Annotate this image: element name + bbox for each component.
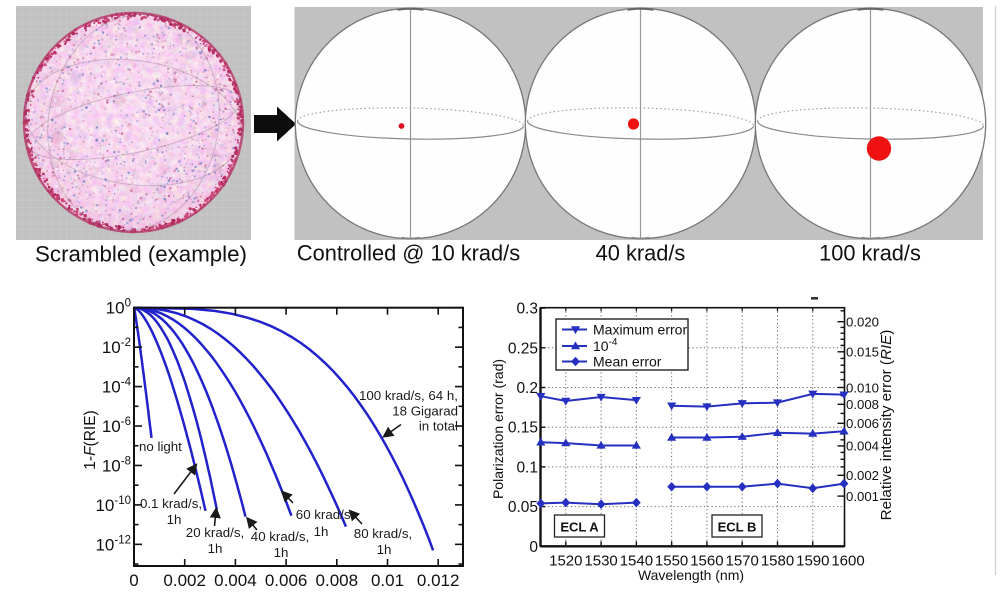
svg-text:100: 100 — [106, 298, 131, 318]
svg-text:0.015: 0.015 — [846, 345, 879, 360]
svg-text:0.002: 0.002 — [163, 571, 206, 590]
svg-text:0.15: 0.15 — [508, 420, 538, 437]
svg-text:0.05: 0.05 — [508, 499, 538, 516]
svg-text:100 krad/s: 100 krad/s — [819, 241, 921, 266]
svg-text:Wavelength (nm): Wavelength (nm) — [638, 567, 744, 583]
svg-text:0.001: 0.001 — [846, 489, 879, 504]
svg-text:Mean error: Mean error — [593, 354, 662, 370]
svg-text:1-F(RIE): 1-F(RIE) — [82, 410, 99, 469]
svg-text:0.01: 0.01 — [371, 571, 404, 590]
svg-text:1590: 1590 — [796, 553, 829, 570]
svg-text:1520: 1520 — [549, 553, 582, 570]
svg-text:0.2: 0.2 — [516, 380, 538, 397]
svg-text:0.008: 0.008 — [316, 571, 359, 590]
svg-text:40 krad/s: 40 krad/s — [596, 241, 686, 266]
svg-text:1600: 1600 — [831, 553, 864, 570]
svg-text:0: 0 — [529, 539, 538, 556]
svg-text:60 krad/s,: 60 krad/s, — [296, 507, 354, 522]
svg-text:ECL A: ECL A — [560, 520, 599, 535]
svg-text:0.020: 0.020 — [846, 315, 879, 330]
svg-text:1h: 1h — [208, 541, 223, 556]
svg-text:Controlled @ 10 krad/s: Controlled @ 10 krad/s — [297, 241, 520, 266]
svg-text:80 krad/s,: 80 krad/s, — [354, 526, 412, 541]
svg-text:0.008: 0.008 — [846, 397, 879, 412]
svg-text:0.010: 0.010 — [846, 380, 879, 395]
svg-text:Polarization error (rad): Polarization error (rad) — [490, 359, 506, 499]
svg-text:in total: in total — [419, 419, 458, 434]
svg-text:1530: 1530 — [584, 553, 617, 570]
svg-text:Scrambled (example): Scrambled (example) — [35, 242, 247, 267]
svg-text:1540: 1540 — [620, 553, 653, 570]
svg-text:0.006: 0.006 — [265, 571, 308, 590]
svg-text:10-12: 10-12 — [95, 534, 131, 554]
svg-text:10-4: 10-4 — [102, 377, 132, 397]
svg-text:1560: 1560 — [690, 553, 723, 570]
svg-text:0.004: 0.004 — [846, 439, 879, 454]
svg-text:100 krad/s, 64 h,: 100 krad/s, 64 h, — [359, 388, 458, 403]
svg-text:0.004: 0.004 — [214, 571, 257, 590]
svg-text:no light: no light — [139, 439, 182, 454]
svg-text:20 krad/s,: 20 krad/s, — [186, 525, 244, 540]
svg-text:1570: 1570 — [726, 553, 759, 570]
svg-text:0.3: 0.3 — [516, 301, 538, 318]
svg-text:1550: 1550 — [655, 553, 688, 570]
svg-text:Maximum error: Maximum error — [593, 322, 687, 338]
svg-text:10-8: 10-8 — [102, 455, 131, 475]
svg-text:0: 0 — [129, 571, 138, 590]
svg-text:10-2: 10-2 — [102, 337, 131, 357]
svg-text:1580: 1580 — [761, 553, 794, 570]
svg-text:1h: 1h — [167, 512, 182, 527]
svg-text:10-6: 10-6 — [102, 416, 131, 436]
svg-text:0.1 krad/s,: 0.1 krad/s, — [140, 496, 202, 511]
svg-text:0.002: 0.002 — [846, 468, 879, 483]
svg-text:1h: 1h — [274, 545, 289, 560]
svg-text:0.1: 0.1 — [516, 459, 538, 476]
svg-text:18 Gigarad: 18 Gigarad — [392, 404, 458, 419]
svg-text:0.25: 0.25 — [508, 340, 538, 357]
svg-text:40 krad/s,: 40 krad/s, — [251, 529, 309, 544]
svg-text:10-10: 10-10 — [95, 495, 131, 515]
svg-text:0.006: 0.006 — [846, 416, 879, 431]
svg-text:ECL B: ECL B — [718, 520, 757, 535]
svg-text:1h: 1h — [377, 542, 392, 557]
svg-text:0.012: 0.012 — [417, 571, 460, 590]
svg-text:Relative intensity error (RIE): Relative intensity error (RIE) — [878, 330, 895, 521]
svg-text:1h: 1h — [314, 524, 329, 539]
